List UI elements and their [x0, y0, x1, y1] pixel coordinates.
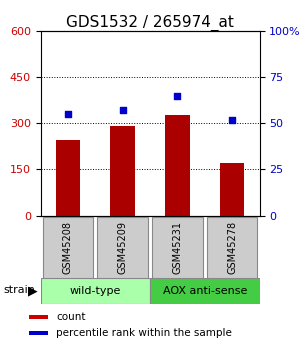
Point: [65, 111, 70, 117]
Text: GSM45278: GSM45278: [227, 221, 237, 274]
Bar: [207, 217, 257, 278]
Text: count: count: [56, 312, 86, 322]
Text: GSM45209: GSM45209: [118, 221, 128, 274]
Bar: [40, 278, 150, 304]
Bar: [220, 163, 244, 216]
Bar: [29, 315, 48, 319]
Text: AOX anti-sense: AOX anti-sense: [163, 286, 247, 296]
Bar: [43, 217, 93, 278]
Bar: [56, 140, 80, 216]
Text: wild-type: wild-type: [70, 286, 121, 296]
Bar: [98, 217, 148, 278]
Bar: [29, 331, 48, 335]
Text: percentile rank within the sample: percentile rank within the sample: [56, 328, 232, 338]
Bar: [110, 126, 135, 216]
Point: [120, 108, 125, 113]
Bar: [152, 217, 202, 278]
Text: GSM45208: GSM45208: [63, 221, 73, 274]
Text: ▶: ▶: [28, 284, 37, 297]
Text: strain: strain: [3, 286, 35, 295]
Bar: [150, 278, 260, 304]
Text: GSM45231: GSM45231: [172, 221, 182, 274]
Point: [175, 93, 180, 98]
Title: GDS1532 / 265974_at: GDS1532 / 265974_at: [66, 15, 234, 31]
Bar: [165, 115, 190, 216]
Point: [230, 117, 235, 122]
